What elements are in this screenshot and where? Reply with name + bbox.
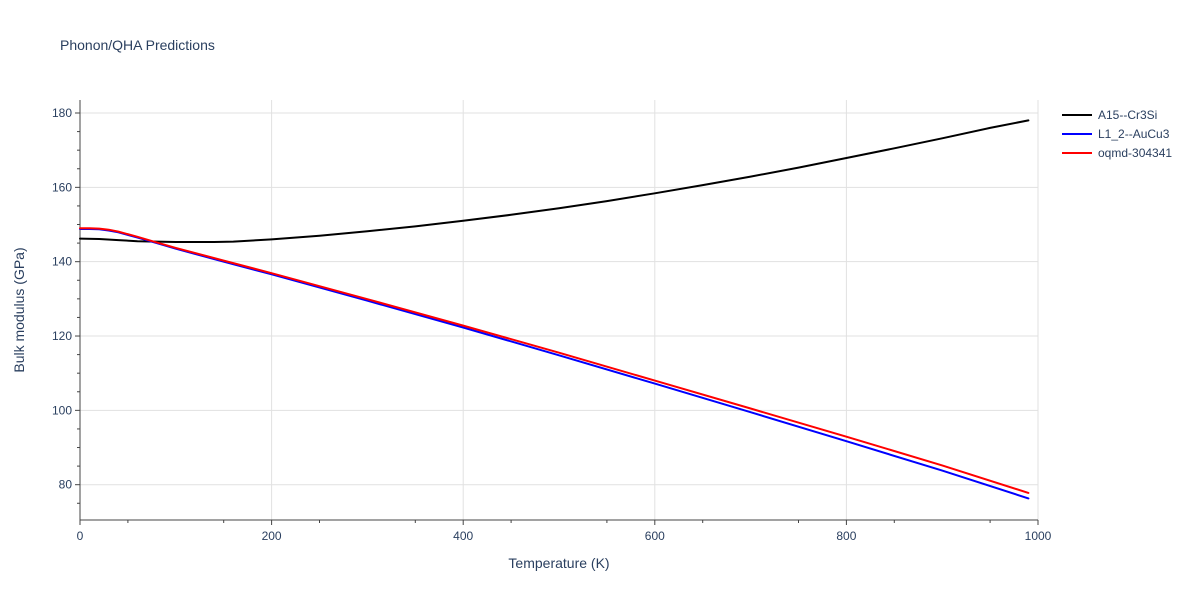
y-tick-label: 140 (52, 255, 72, 269)
x-tick-label: 600 (645, 529, 665, 543)
legend-label: oqmd-304341 (1098, 146, 1172, 160)
x-tick-label: 800 (836, 529, 856, 543)
series-line-oqmd-304341 (79, 227, 1030, 494)
y-tick-label: 180 (52, 106, 72, 120)
x-tick-label: 0 (77, 529, 84, 543)
y-tick-label: 100 (52, 403, 72, 417)
x-axis-title: Temperature (K) (508, 555, 609, 571)
y-tick-label: 80 (59, 478, 73, 492)
chart-title: Phonon/QHA Predictions (60, 37, 215, 53)
x-tick-label: 400 (453, 529, 473, 543)
series-lines (79, 119, 1030, 500)
x-tick-label: 1000 (1025, 529, 1052, 543)
y-tick-label: 160 (52, 180, 72, 194)
legend-item[interactable]: oqmd-304341 (1062, 146, 1172, 160)
y-tick-label: 120 (52, 329, 72, 343)
legend-label: L1_2--AuCu3 (1098, 127, 1170, 141)
legend-item[interactable]: A15--Cr3Si (1062, 108, 1157, 122)
legend-label: A15--Cr3Si (1098, 108, 1157, 122)
legend[interactable]: A15--Cr3Si L1_2--AuCu3 oqmd-304341 (1062, 108, 1172, 160)
series-line-A15--Cr3Si (79, 119, 1030, 243)
grid (80, 100, 1039, 520)
y-axis-title: Bulk modulus (GPa) (11, 247, 27, 372)
legend-item[interactable]: L1_2--AuCu3 (1062, 127, 1170, 141)
axes: 0 200 400 600 800 1000 80 100 120 140 160 180 (52, 100, 1052, 543)
x-tick-label: 200 (262, 529, 282, 543)
